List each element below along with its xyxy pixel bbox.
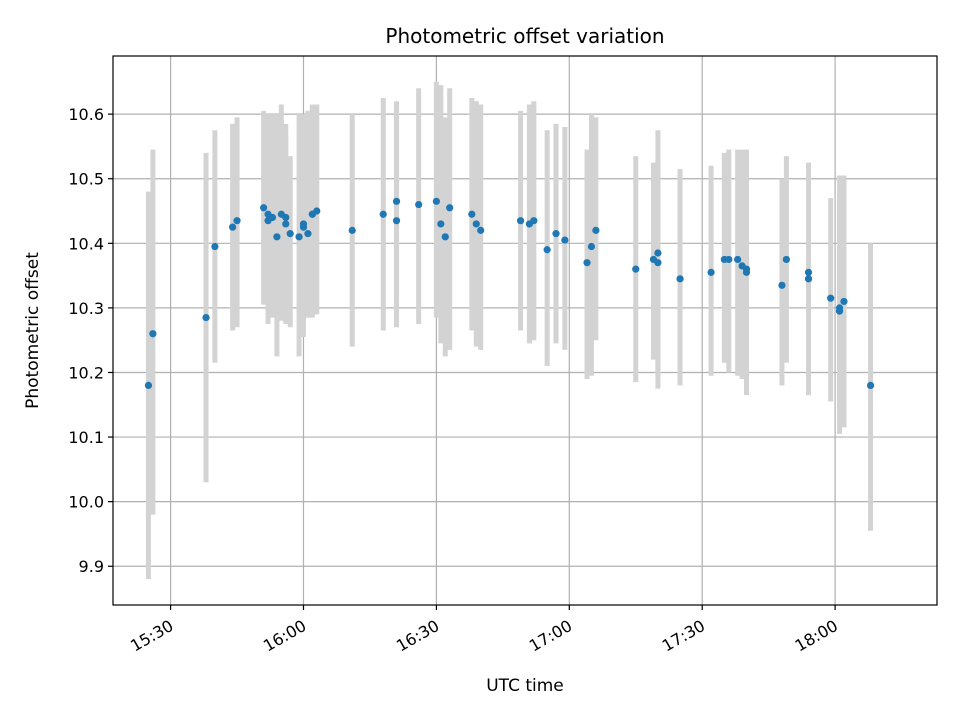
x-tick-label: 16:30 <box>393 616 442 656</box>
data-point <box>472 220 480 228</box>
y-tick-label: 9.9 <box>79 557 104 576</box>
gridlines <box>113 56 937 605</box>
data-point <box>782 255 790 264</box>
data-point <box>804 268 813 276</box>
data-point <box>273 233 281 241</box>
y-tick-label: 10.5 <box>68 170 104 189</box>
y-tick-label: 10.6 <box>68 105 104 124</box>
y-axis-ticks: 9.9 10.0 10.1 10.2 10.3 10.4 10.5 10.6 <box>68 105 113 576</box>
data-point <box>229 223 237 231</box>
data-points <box>144 197 875 389</box>
data-point <box>437 220 445 228</box>
data-point <box>202 313 210 322</box>
data-point <box>233 217 241 225</box>
data-point <box>295 233 303 241</box>
chart-title: Photometric offset variation <box>385 24 664 48</box>
data-point <box>676 275 684 283</box>
data-point <box>725 255 733 264</box>
data-point <box>260 204 268 212</box>
data-point <box>432 197 440 205</box>
y-axis-title: Photometric offset <box>23 252 43 409</box>
data-point <box>561 236 569 244</box>
data-point <box>268 213 277 222</box>
data-point <box>530 217 538 225</box>
data-point <box>742 265 751 273</box>
data-point <box>282 213 290 222</box>
data-point <box>592 226 600 234</box>
data-point <box>304 230 312 238</box>
y-tick-label: 10.4 <box>68 234 104 253</box>
data-point <box>632 265 640 273</box>
x-tick-label: 16:00 <box>260 616 309 656</box>
x-axis-title: UTC time <box>486 676 564 696</box>
data-point <box>286 230 294 238</box>
data-point <box>835 304 844 312</box>
data-point <box>804 275 813 283</box>
y-tick-label: 10.2 <box>68 363 104 382</box>
y-tick-label: 10.0 <box>68 493 104 512</box>
data-point <box>543 246 551 254</box>
data-point <box>446 204 454 212</box>
x-tick-label: 15:30 <box>127 616 176 656</box>
data-point <box>587 242 596 251</box>
data-point <box>583 259 591 267</box>
data-point <box>516 217 525 225</box>
x-axis-ticks: 15:30 16:00 16:30 17:00 17:30 18:00 <box>127 605 841 656</box>
data-point <box>282 220 290 228</box>
data-point <box>211 242 219 251</box>
data-point <box>299 220 308 228</box>
x-tick-label: 17:00 <box>526 616 575 656</box>
data-point <box>707 268 715 276</box>
data-point <box>379 210 387 218</box>
data-point <box>827 294 835 302</box>
data-point <box>392 197 401 205</box>
data-point <box>392 217 401 225</box>
data-point <box>778 281 786 289</box>
data-point <box>415 200 423 209</box>
x-tick-label: 18:00 <box>792 616 841 656</box>
data-point <box>144 381 153 389</box>
data-point <box>348 226 356 234</box>
data-point <box>654 249 662 257</box>
data-point <box>654 259 662 267</box>
data-point <box>149 330 157 338</box>
data-point <box>840 297 848 306</box>
data-point <box>477 226 485 234</box>
data-point <box>468 210 476 218</box>
data-point <box>552 230 560 238</box>
data-point <box>866 381 875 389</box>
data-point <box>313 207 321 215</box>
data-point <box>734 255 742 264</box>
error-bars <box>145 81 874 580</box>
data-point <box>441 233 449 241</box>
y-tick-label: 10.3 <box>68 299 104 318</box>
plot-frame <box>112 55 938 606</box>
x-tick-label: 17:30 <box>659 616 708 656</box>
y-tick-label: 10.1 <box>68 428 104 447</box>
